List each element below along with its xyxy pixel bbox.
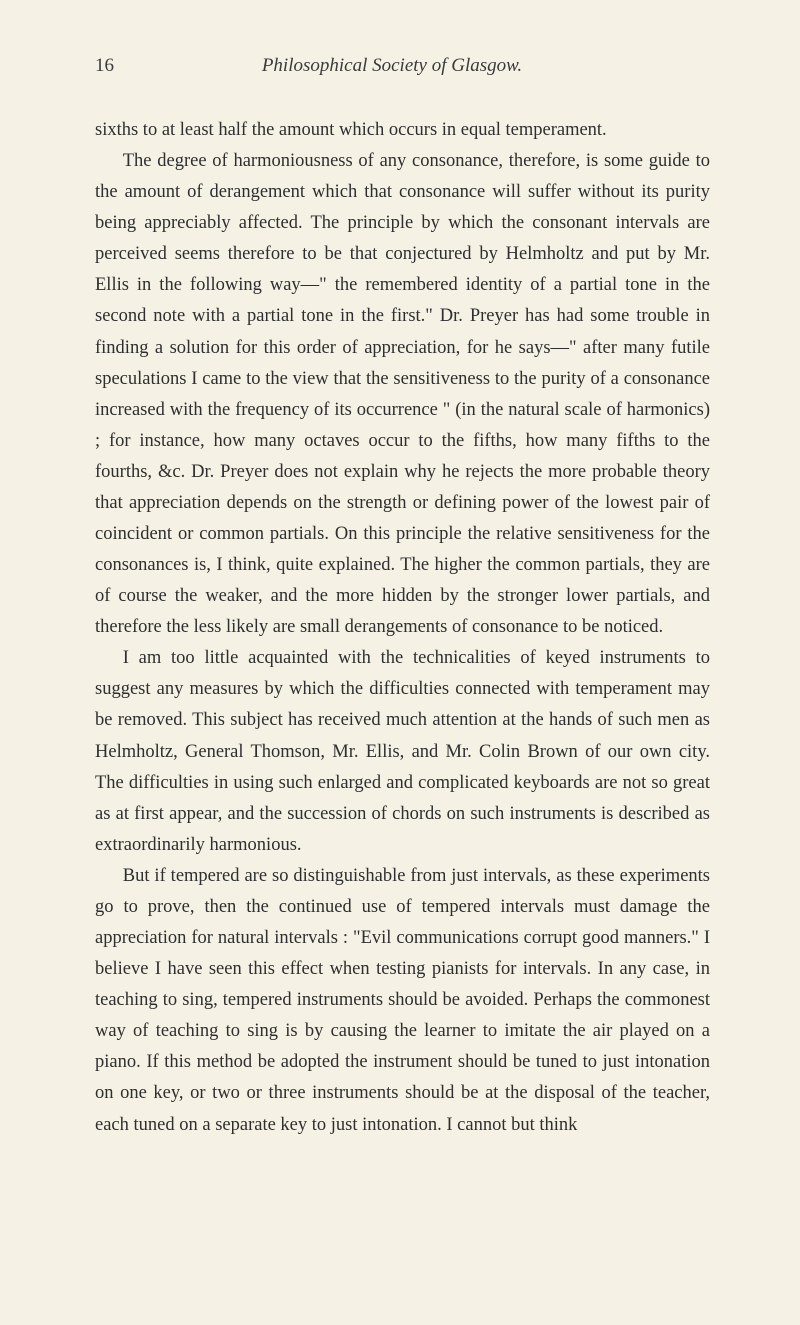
- paragraph-1: sixths to at least half the amount which…: [95, 115, 710, 146]
- page-number: 16: [95, 55, 114, 77]
- page-title: Philosophical Society of Glasgow.: [114, 55, 670, 77]
- body-text: sixths to at least half the amount which…: [95, 115, 710, 1141]
- paragraph-2: The degree of harmoniousness of any cons…: [95, 146, 710, 643]
- paragraph-3: I am too little acquainted with the tech…: [95, 643, 710, 861]
- page-header: 16 Philosophical Society of Glasgow.: [95, 55, 710, 77]
- paragraph-4: But if tempered are so distinguishable f…: [95, 861, 710, 1141]
